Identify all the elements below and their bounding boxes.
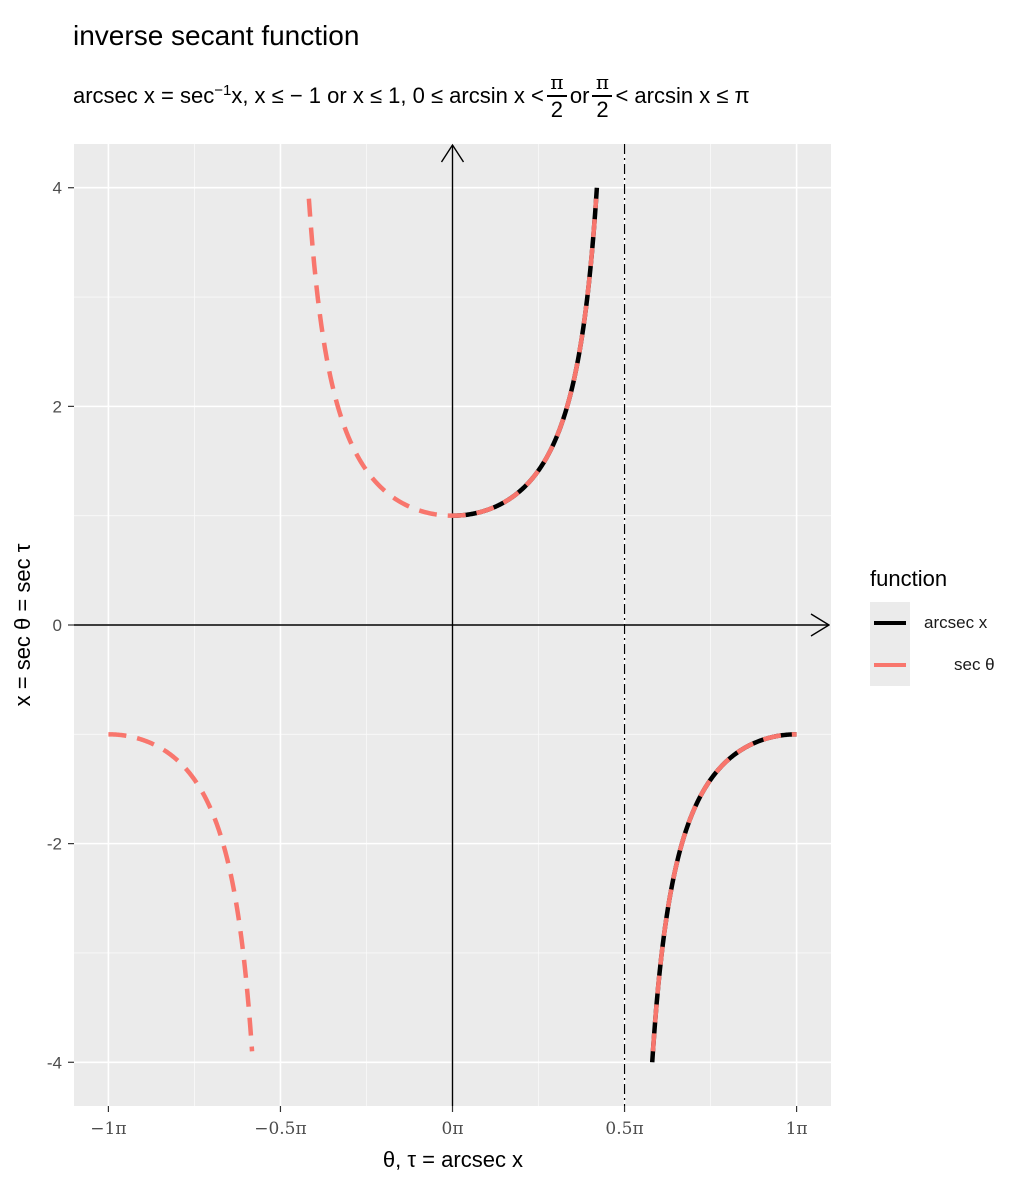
x-axis-label: θ, τ = arcsec x: [383, 1147, 523, 1172]
legend-line-dashed: [874, 663, 906, 667]
x-tick-label: 0.5π: [605, 1119, 643, 1139]
y-tick-label: 2: [53, 397, 62, 416]
legend-key-sec: [870, 644, 910, 686]
fraction-numerator: π: [550, 70, 564, 95]
y-axis-ticks: -4 -2 0 2 4: [47, 179, 74, 1072]
x-tick-label: −0.5π: [254, 1119, 306, 1139]
legend-label-sec: sec θ: [954, 655, 995, 674]
fraction-denominator: 2: [596, 96, 609, 122]
fraction-bar: [592, 95, 613, 97]
fraction-denominator: 2: [550, 96, 564, 122]
x-tick-label: −1π: [90, 1119, 126, 1139]
subtitle-fraction-2: π 2: [592, 69, 613, 123]
y-tick-label: -4: [47, 1053, 62, 1072]
y-tick-label: 4: [53, 179, 62, 198]
x-tick-label: 1π: [786, 1119, 808, 1139]
axis-arrows: [74, 143, 831, 1106]
x-axis-ticks: −1π −0.5π 0π 0.5π 1π: [90, 1106, 808, 1139]
legend-line-solid: [874, 621, 906, 625]
subtitle-fraction-1: π 2: [546, 69, 567, 123]
y-axis-arrowhead: [440, 143, 465, 163]
sec-curve-segment: [306, 198, 599, 518]
sec-curve-segment: [650, 732, 797, 1052]
fraction-bar: [546, 95, 567, 97]
series-layer: [108, 187, 797, 1063]
x-axis-arrowhead: [810, 613, 831, 637]
legend-key-arcsec: [870, 602, 910, 644]
chart-subtitle: arcsec x = sec −1 x, x ≤ − 1 or x ≤ 1, 0 ≤…: [73, 62, 750, 130]
legend-item-sec: sec θ: [870, 644, 995, 686]
legend: function arcsec x sec θ: [870, 566, 995, 686]
subtitle-superscript: −1: [214, 81, 232, 99]
y-axis-label: x = sec θ = sec τ: [10, 543, 35, 706]
y-tick-label: 0: [53, 616, 62, 635]
legend-item-arcsec: arcsec x: [870, 602, 995, 644]
subtitle-part3: < arcsin x ≤ π: [615, 83, 750, 108]
chart-title: inverse secant function: [73, 20, 360, 51]
fraction-numerator: π: [595, 70, 610, 95]
legend-label-arcsec: arcsec x: [924, 613, 988, 632]
legend-title: function: [870, 566, 948, 591]
y-tick-label: -2: [47, 835, 62, 854]
subtitle-part2: x, x ≤ − 1 or x ≤ 1, 0 ≤ arcsin x <: [231, 83, 544, 108]
x-tick-label: 0π: [442, 1119, 464, 1139]
subtitle-part1: arcsec x = sec: [73, 83, 215, 108]
sec-curve-segment: [108, 732, 255, 1052]
subtitle-or: or: [569, 83, 590, 108]
